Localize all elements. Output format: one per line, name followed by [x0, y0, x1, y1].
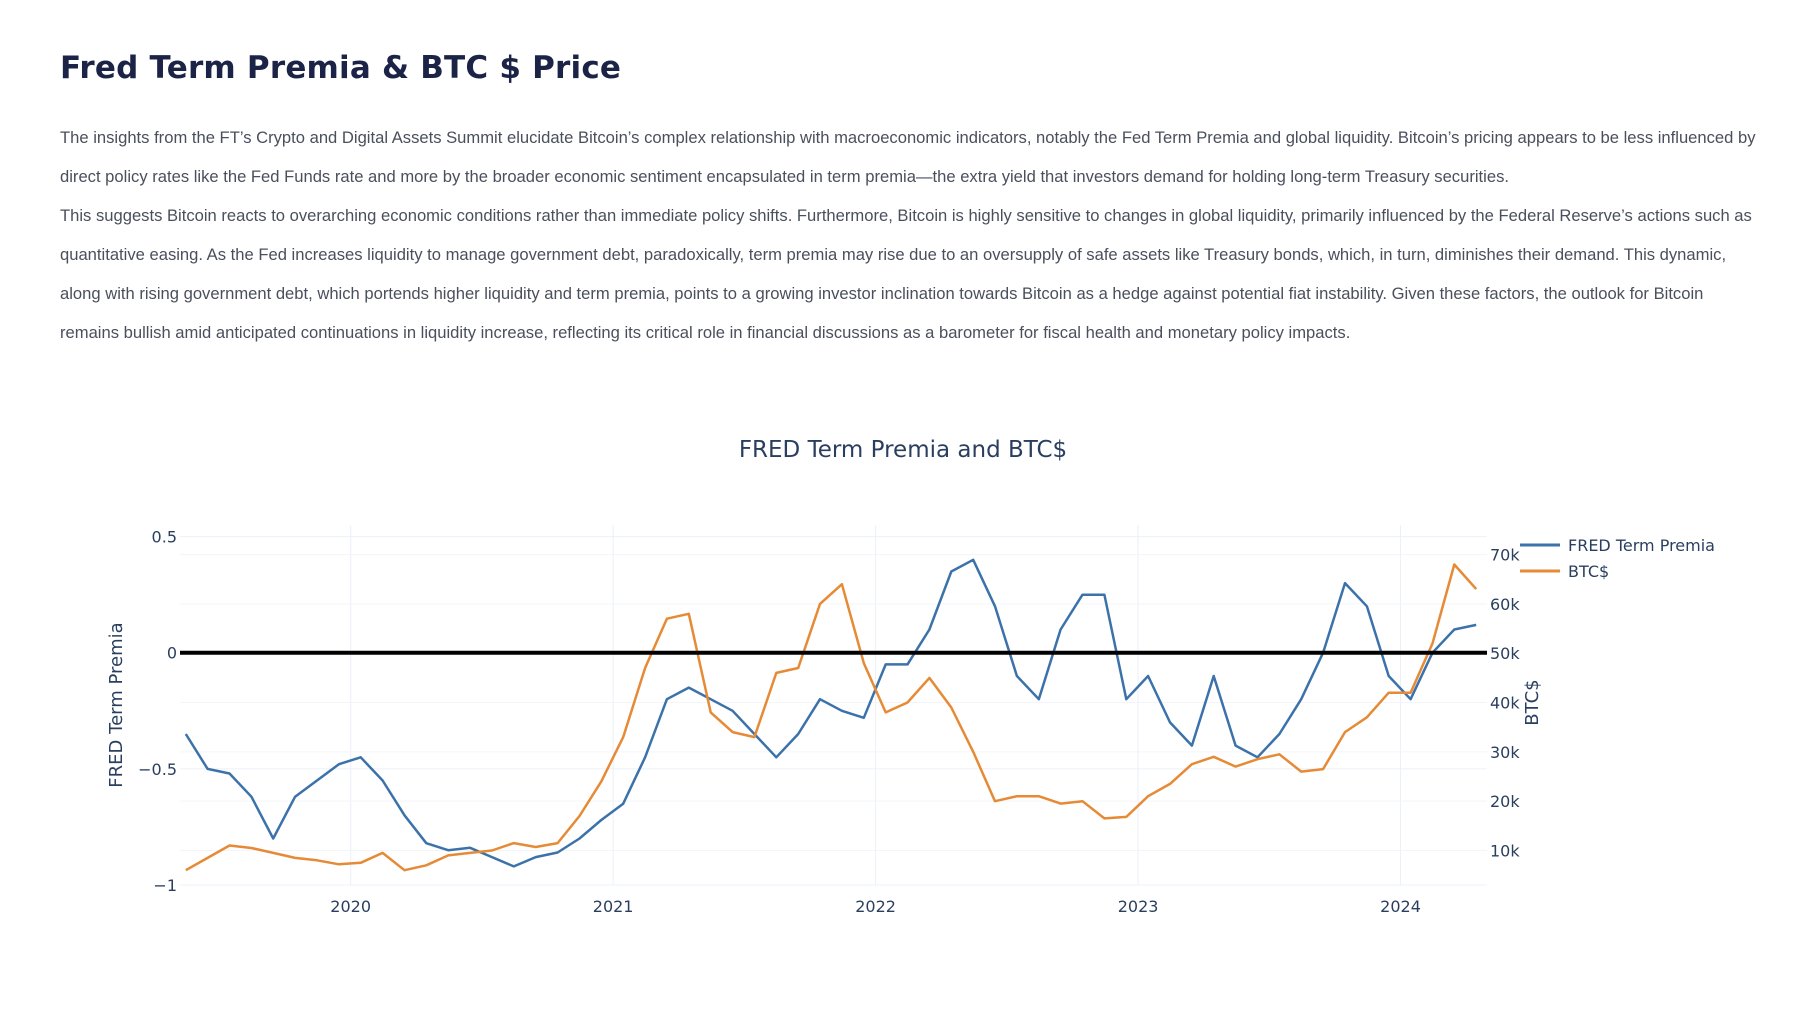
y2-tick-label: 60k: [1490, 595, 1520, 614]
description-paragraph-1: The insights from the FT’s Crypto and Di…: [60, 128, 1756, 186]
description-paragraph-2: This suggests Bitcoin reacts to overarch…: [60, 206, 1752, 342]
y2-tick-label: 10k: [1490, 841, 1520, 860]
y-axis-left: 0.5 0 −0.5 −1: [138, 528, 177, 895]
y2-tick-label: 40k: [1490, 694, 1520, 713]
legend-label: FRED Term Premia: [1568, 536, 1715, 555]
description: The insights from the FT’s Crypto and Di…: [60, 118, 1760, 352]
y2-tick-label: 70k: [1490, 546, 1520, 565]
x-tick-label: 2022: [855, 897, 896, 916]
y-tick-label: −0.5: [138, 760, 177, 779]
x-axis: 2020 2021 2022 2023 2024: [330, 897, 1421, 916]
y-tick-label: −1: [153, 876, 177, 895]
y-axis-right: 10k 20k 30k 40k 50k 60k 70k: [1490, 546, 1520, 861]
y2-axis-title: BTC$: [1522, 679, 1543, 725]
x-tick-label: 2023: [1118, 897, 1159, 916]
term-premia-btc-chart: FRED Term Premia and BTC$ 2020 2021 2022 20…: [106, 437, 1715, 916]
x-tick-label: 2024: [1380, 897, 1421, 916]
y-tick-label: 0: [167, 644, 177, 663]
x-tick-label: 2021: [593, 897, 634, 916]
legend-label: BTC$: [1568, 562, 1609, 581]
y-axis-title: FRED Term Premia: [106, 622, 127, 787]
series-line-fred-term-premia: [184, 558, 1477, 868]
y2-tick-label: 30k: [1490, 743, 1520, 762]
y2-tick-label: 50k: [1490, 644, 1520, 663]
chart-series: [184, 558, 1478, 872]
chart-legend[interactable]: FRED Term Premia BTC$: [1520, 536, 1715, 581]
y-tick-label: 0.5: [152, 528, 177, 547]
chart-title: FRED Term Premia and BTC$: [739, 437, 1067, 463]
series-line-btc: [185, 563, 1478, 872]
page-title: Fred Term Premia & BTC $ Price: [60, 50, 622, 86]
x-tick-label: 2020: [330, 897, 371, 916]
y2-tick-label: 20k: [1490, 792, 1520, 811]
